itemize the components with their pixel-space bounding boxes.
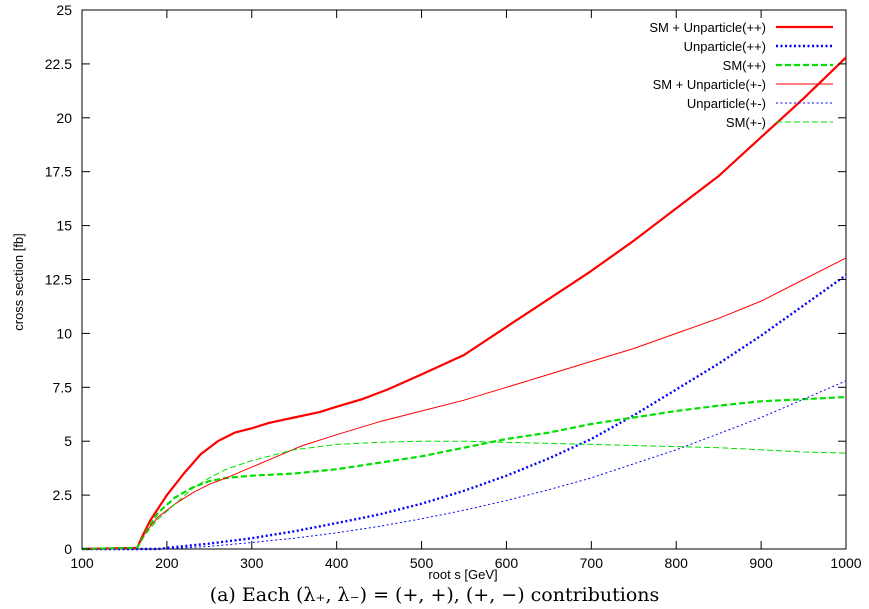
x-tick-label: 800 <box>665 555 689 571</box>
chart: 100 200 300 400 500 600 700 800 900 1000 0 2.5 5 7.5 1… <box>11 2 862 582</box>
figure-caption: (a) Each (λ₊, λ₋) = (+, +), (+, −) contr… <box>209 584 660 606</box>
legend: SM + Unparticle(++) Unparticle(++) SM(++) S… <box>649 20 833 130</box>
legend-label: SM(+-) <box>726 115 766 130</box>
y-axis-label: cross section [fb] <box>11 233 26 331</box>
x-tick-label: 100 <box>70 555 94 571</box>
series-line-3 <box>81 395 847 551</box>
legend-label: SM + Unparticle(++) <box>649 20 766 35</box>
x-tick-label: 900 <box>749 555 773 571</box>
series-line-2 <box>82 274 847 551</box>
legend-label: Unparticle(+-) <box>687 96 766 111</box>
y-tick-label: 22.5 <box>45 56 72 72</box>
series-lines <box>81 56 847 551</box>
y-tick-label: 0 <box>64 541 72 557</box>
x-tick-label: 200 <box>155 555 179 571</box>
x-tick-label: 400 <box>325 555 349 571</box>
legend-label: Unparticle(++) <box>684 39 766 54</box>
series-line-6 <box>81 440 847 550</box>
y-tick-label: 7.5 <box>53 379 73 395</box>
x-tick-label: 600 <box>495 555 519 571</box>
axis-ticks: 100 200 300 400 500 600 700 800 900 1000 0 2.5 5 7.5 1… <box>45 2 862 571</box>
y-tick-label: 17.5 <box>45 164 72 180</box>
x-tick-label: 300 <box>240 555 264 571</box>
y-tick-label: 15 <box>56 218 72 234</box>
y-tick-label: 5 <box>64 433 72 449</box>
x-axis-label: root s [GeV] <box>428 567 497 582</box>
legend-label: SM + Unparticle(+-) <box>653 77 766 92</box>
series-line-1 <box>81 56 847 551</box>
y-tick-label: 25 <box>56 2 72 18</box>
series-line-5 <box>82 380 847 550</box>
y-tick-label: 12.5 <box>45 272 72 288</box>
x-tick-label: 700 <box>580 555 604 571</box>
y-tick-label: 10 <box>56 325 72 341</box>
x-tick-label: 500 <box>410 555 434 571</box>
legend-label: SM(++) <box>723 58 766 73</box>
y-tick-label: 2.5 <box>53 487 73 503</box>
x-tick-label: 1000 <box>830 555 861 571</box>
y-tick-label: 20 <box>56 110 72 126</box>
